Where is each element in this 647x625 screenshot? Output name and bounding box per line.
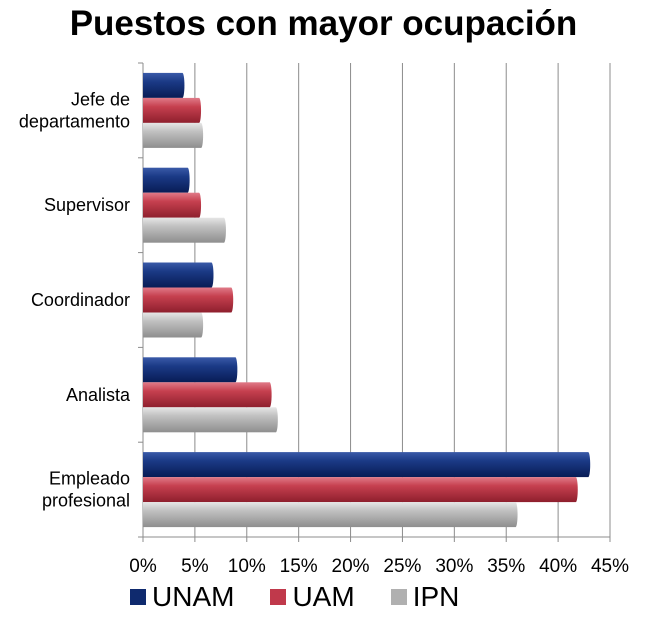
bar-cap [221, 217, 226, 243]
legend-swatch [130, 589, 146, 605]
legend-label: IPN [412, 581, 460, 612]
x-tick-label: 35% [487, 556, 525, 577]
legend-item-uam: UAM [270, 581, 355, 613]
legend-item-unam: UNAM [130, 581, 234, 613]
bar-uam [143, 192, 200, 218]
bar-cap [209, 262, 214, 288]
bar-uam [143, 97, 200, 123]
category-label: Analista [66, 385, 131, 405]
bars [143, 72, 591, 528]
bar-cap [573, 477, 578, 503]
x-tick-label: 40% [539, 556, 577, 577]
category-label: departamento [19, 111, 130, 131]
bar-unam [143, 452, 589, 478]
bar-ipn [143, 122, 202, 148]
x-tick-label: 10% [228, 556, 266, 577]
x-tick-label: 20% [332, 556, 370, 577]
legend-label: UNAM [152, 581, 235, 612]
bar-cap [267, 382, 272, 408]
category-label: Coordinador [31, 290, 130, 310]
bar-cap [185, 167, 190, 193]
chart-title: Puestos con mayor ocupación [69, 4, 578, 43]
bar-cap [197, 97, 202, 123]
bar-cap [180, 72, 185, 98]
category-label: Jefe de [71, 89, 130, 109]
bar-uam [143, 477, 576, 503]
bar-ipn [143, 312, 202, 338]
legend-label: UAM [292, 581, 355, 612]
x-tick-label: 15% [280, 556, 318, 577]
bar-cap [229, 287, 234, 313]
x-tick-label: 5% [181, 556, 209, 577]
bar-unam [143, 357, 236, 383]
bar-ipn [143, 502, 516, 528]
x-tick-label: 30% [435, 556, 473, 577]
bar-cap [197, 192, 202, 218]
bar-cap [513, 502, 518, 528]
bar-cap [586, 452, 591, 478]
x-tick-label: 25% [383, 556, 421, 577]
bar-unam [143, 262, 212, 288]
bar-ipn [143, 217, 224, 243]
category-label: Empleado [49, 469, 130, 489]
bar-ipn [143, 407, 276, 433]
bar-cap [273, 407, 278, 433]
bar-uam [143, 382, 270, 408]
bar-unam [143, 72, 183, 98]
bar-cap [199, 122, 204, 148]
bar-unam [143, 167, 188, 193]
bar-cap [233, 357, 238, 383]
legend-item-ipn: IPN [390, 581, 460, 613]
category-label: profesional [42, 491, 130, 511]
legend-swatch [270, 589, 287, 605]
x-tick-labels: 0% 5% 10% 15% 20% 25% 30% 35% 40% 45% [129, 556, 629, 577]
legend: UNAM UAM IPN [130, 580, 495, 614]
x-tick-label: 45% [591, 556, 629, 577]
category-label: Supervisor [44, 195, 130, 215]
bar-uam [143, 287, 232, 313]
legend-swatch [390, 589, 407, 605]
bar-cap [199, 312, 204, 338]
x-tick-label: 0% [129, 556, 157, 577]
